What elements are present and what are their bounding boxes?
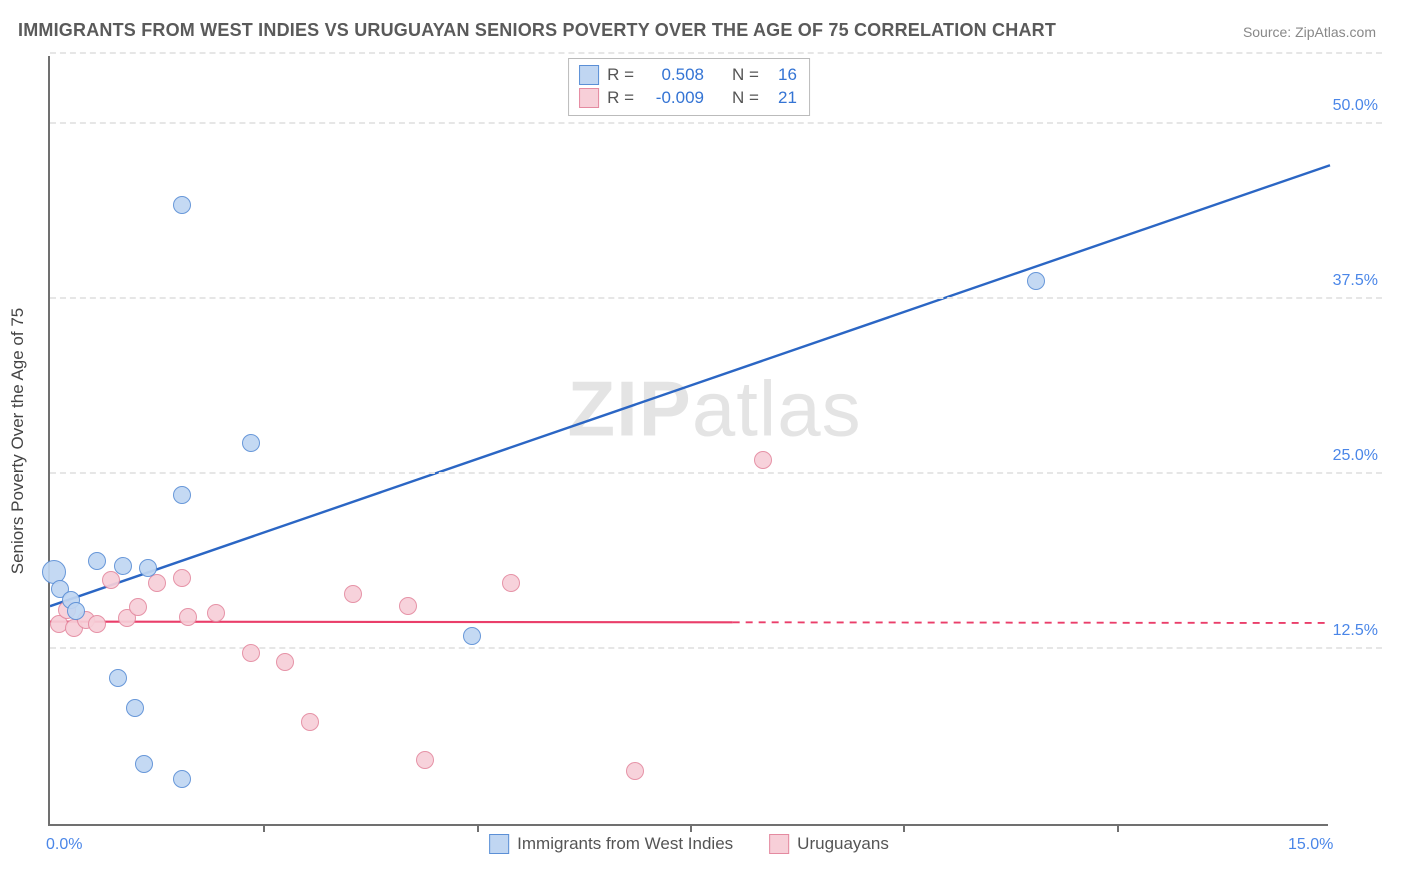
source-label: Source: <box>1243 24 1295 40</box>
scatter-point-pink <box>276 653 294 671</box>
n-label: N = <box>732 64 759 87</box>
x-tick-label: 0.0% <box>46 836 82 854</box>
swatch-pink-icon <box>579 88 599 108</box>
swatch-blue-icon <box>579 65 599 85</box>
scatter-point-pink <box>344 585 362 603</box>
source-value: ZipAtlas.com <box>1295 24 1376 40</box>
scatter-point-blue <box>126 699 144 717</box>
scatter-point-pink <box>129 598 147 616</box>
r-label: R = <box>607 64 634 87</box>
watermark: ZIPatlas <box>567 364 861 455</box>
scatter-point-pink <box>173 569 191 587</box>
legend-label-pink: Uruguayans <box>797 834 889 854</box>
swatch-blue-icon <box>489 834 509 854</box>
x-tick-mark <box>903 824 905 832</box>
source-attribution: Source: ZipAtlas.com <box>1243 24 1376 40</box>
y-tick-label: 25.0% <box>1330 447 1378 465</box>
scatter-point-pink <box>88 615 106 633</box>
scatter-point-blue <box>1027 272 1045 290</box>
scatter-point-blue <box>67 602 85 620</box>
scatter-point-blue <box>114 557 132 575</box>
chart-title: IMMIGRANTS FROM WEST INDIES VS URUGUAYAN… <box>18 20 1056 41</box>
gridline <box>50 122 1382 124</box>
scatter-point-blue <box>109 669 127 687</box>
plot-area: ZIPatlas R = 0.508 N = 16 R = -0.009 N =… <box>48 56 1328 826</box>
scatter-point-pink <box>754 451 772 469</box>
x-tick-mark <box>477 824 479 832</box>
y-tick-label: 12.5% <box>1330 622 1378 640</box>
scatter-point-blue <box>173 196 191 214</box>
scatter-point-blue <box>463 627 481 645</box>
scatter-point-pink <box>301 713 319 731</box>
r-value-pink: -0.009 <box>642 87 704 110</box>
gridline <box>50 472 1382 474</box>
x-tick-mark <box>263 824 265 832</box>
scatter-point-pink <box>242 644 260 662</box>
scatter-point-pink <box>207 604 225 622</box>
y-tick-label: 50.0% <box>1330 97 1378 115</box>
n-value-pink: 21 <box>767 87 797 110</box>
x-tick-label: 15.0% <box>1288 836 1333 854</box>
gridline <box>50 52 1382 54</box>
scatter-point-pink <box>502 574 520 592</box>
scatter-point-pink <box>399 597 417 615</box>
correlation-stats-box: R = 0.508 N = 16 R = -0.009 N = 21 <box>568 58 810 116</box>
y-axis-label: Seniors Poverty Over the Age of 75 <box>8 308 28 574</box>
legend-item-pink: Uruguayans <box>769 834 889 854</box>
stats-row-blue: R = 0.508 N = 16 <box>579 64 797 87</box>
n-label: N = <box>732 87 759 110</box>
scatter-point-blue <box>173 770 191 788</box>
r-label: R = <box>607 87 634 110</box>
y-tick-label: 37.5% <box>1330 272 1378 290</box>
scatter-point-blue <box>173 486 191 504</box>
gridline <box>50 297 1382 299</box>
scatter-point-pink <box>148 574 166 592</box>
plot-container: Seniors Poverty Over the Age of 75 ZIPat… <box>48 56 1378 826</box>
x-tick-mark <box>1117 824 1119 832</box>
stats-row-pink: R = -0.009 N = 21 <box>579 87 797 110</box>
scatter-point-blue <box>88 552 106 570</box>
scatter-point-blue <box>135 755 153 773</box>
bottom-legend: Immigrants from West Indies Uruguayans <box>489 834 889 854</box>
swatch-pink-icon <box>769 834 789 854</box>
scatter-point-blue <box>139 559 157 577</box>
scatter-point-pink <box>416 751 434 769</box>
x-tick-mark <box>690 824 692 832</box>
scatter-point-blue <box>242 434 260 452</box>
n-value-blue: 16 <box>767 64 797 87</box>
r-value-blue: 0.508 <box>642 64 704 87</box>
legend-label-blue: Immigrants from West Indies <box>517 834 733 854</box>
scatter-point-pink <box>626 762 644 780</box>
legend-item-blue: Immigrants from West Indies <box>489 834 733 854</box>
scatter-point-pink <box>179 608 197 626</box>
